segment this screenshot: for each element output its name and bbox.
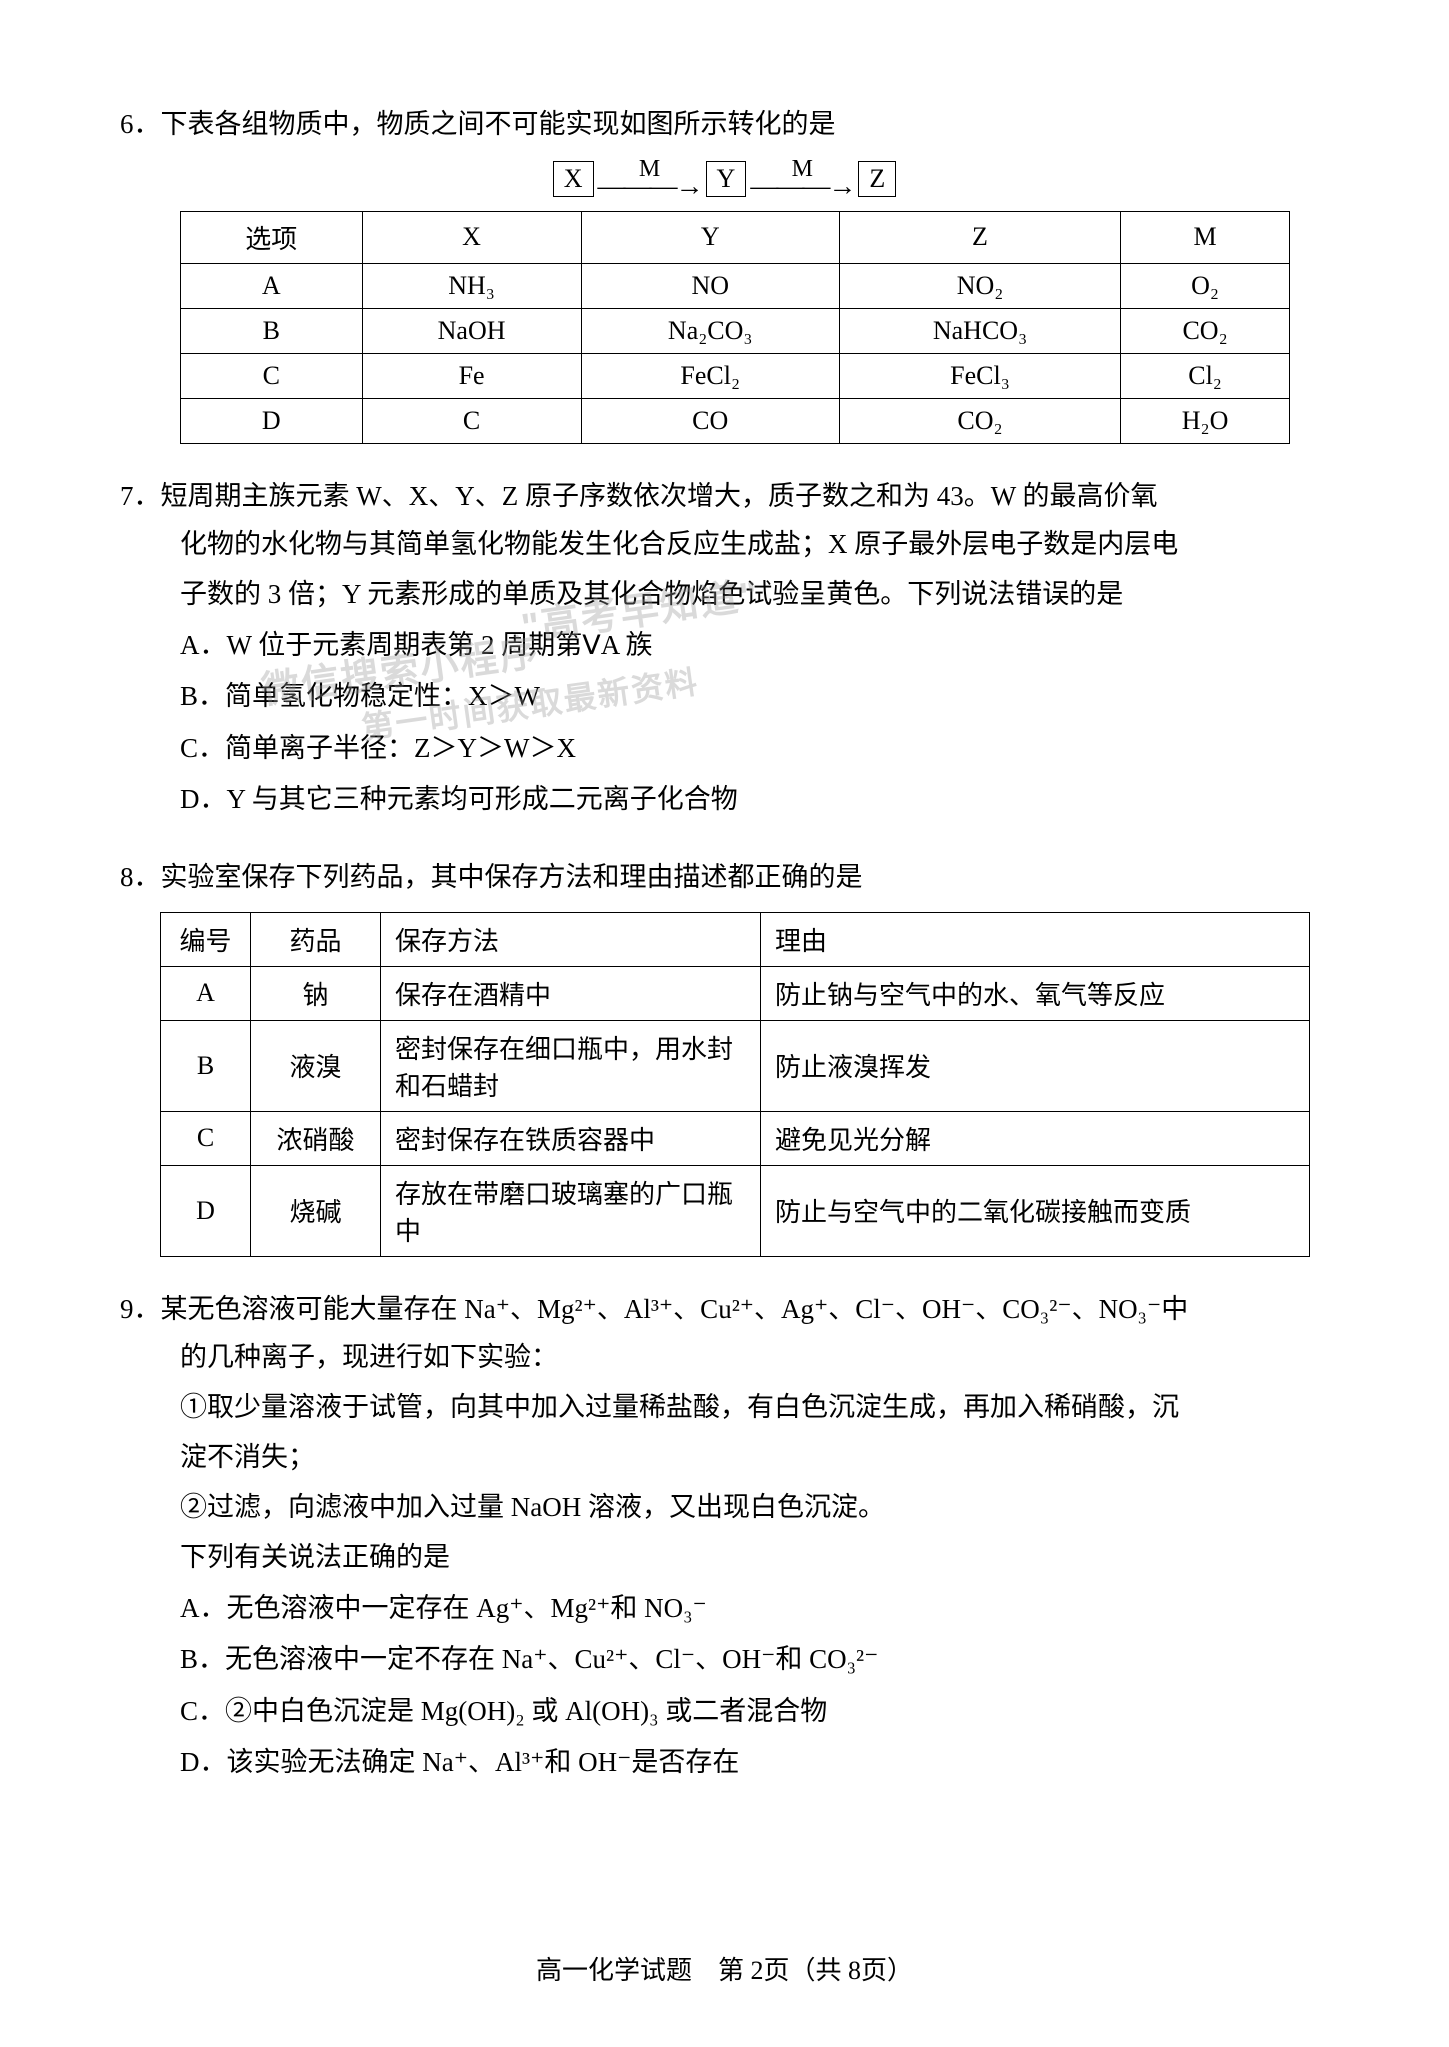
q8-b-num: B bbox=[161, 1020, 251, 1111]
q9-ask: 下列有关说法正确的是 bbox=[120, 1533, 1329, 1583]
q9-step2: ②过滤，向滤液中加入过量 NaOH 溶液，又出现白色沉淀。 bbox=[120, 1483, 1329, 1533]
q6-a-y: NO bbox=[581, 263, 839, 308]
q8-a-item: 钠 bbox=[251, 966, 381, 1020]
q6-c-opt: C bbox=[181, 353, 363, 398]
q6-b-x: NaOH bbox=[362, 308, 581, 353]
arrow-line-2: ———→ bbox=[750, 173, 854, 201]
q6-d-m: H₂O bbox=[1121, 398, 1290, 443]
q6-th-m: M bbox=[1121, 211, 1290, 263]
diagram-arrow-1: M ———→ bbox=[598, 157, 702, 201]
q6-d-y: CO bbox=[581, 398, 839, 443]
q8-d-item: 烧碱 bbox=[251, 1165, 381, 1256]
table-row: D 烧碱 存放在带磨口玻璃塞的广口瓶中 防止与空气中的二氧化碳接触而变质 bbox=[161, 1165, 1310, 1256]
page-footer: 高一化学试题 第 2页（共 8页） bbox=[0, 1950, 1449, 1987]
q6-a-opt: A bbox=[181, 263, 363, 308]
q6-b-y: Na₂CO₃ bbox=[581, 308, 839, 353]
table-row: 编号 药品 保存方法 理由 bbox=[161, 912, 1310, 966]
q6-b-z: NaHCO₃ bbox=[839, 308, 1120, 353]
q6-d-x: C bbox=[362, 398, 581, 443]
q7-stem-line1: 7．短周期主族元素 W、X、Y、Z 原子序数依次增大，质子数之和为 43。W 的… bbox=[120, 472, 1329, 521]
diagram-box-y: Y bbox=[706, 161, 747, 197]
q9-stem-line2: 的几种离子，现进行如下实验： bbox=[120, 1333, 1329, 1383]
table-row: C Fe FeCl₂ FeCl₃ Cl₂ bbox=[181, 353, 1290, 398]
q7-opt-a: A．W 位于元素周期表第 2 周期第ⅤA 族 bbox=[120, 620, 1329, 671]
q7-opt-b: B．简单氢化物稳定性：X＞W bbox=[120, 671, 1329, 722]
arrow-line-1: ———→ bbox=[598, 173, 702, 201]
question-9: 9．某无色溶液可能大量存在 Na⁺、Mg²⁺、Al³⁺、Cu²⁺、Ag⁺、Cl⁻… bbox=[120, 1285, 1329, 1788]
diagram-arrow-2: M ———→ bbox=[750, 157, 854, 201]
q7-stem-line2: 化物的水化物与其简单氢化物能发生化合反应生成盐；X 原子最外层电子数是内层电 bbox=[120, 520, 1329, 570]
q6-a-x: NH₃ bbox=[362, 263, 581, 308]
q8-b-method: 密封保存在细口瓶中，用水封和石蜡封 bbox=[381, 1020, 761, 1111]
q6-stem: 6．下表各组物质中，物质之间不可能实现如图所示转化的是 bbox=[120, 100, 1329, 149]
table-row: D C CO CO₂ H₂O bbox=[181, 398, 1290, 443]
diagram-box-z: Z bbox=[858, 161, 896, 197]
q8-table: 编号 药品 保存方法 理由 A 钠 保存在酒精中 防止钠与空气中的水、氧气等反应… bbox=[160, 912, 1310, 1257]
q8-a-reason: 防止钠与空气中的水、氧气等反应 bbox=[761, 966, 1310, 1020]
q6-diagram: X M ———→ Y M ———→ Z bbox=[120, 157, 1329, 201]
table-row: 选项 X Y Z M bbox=[181, 211, 1290, 263]
q6-a-m: O₂ bbox=[1121, 263, 1290, 308]
q9-opt-a: A．无色溶液中一定存在 Ag⁺、Mg²⁺和 NO₃⁻ bbox=[120, 1583, 1329, 1634]
question-7: 7．短周期主族元素 W、X、Y、Z 原子序数依次增大，质子数之和为 43。W 的… bbox=[120, 472, 1329, 826]
q9-opt-b: B．无色溶液中一定不存在 Na⁺、Cu²⁺、Cl⁻、OH⁻和 CO₃²⁻ bbox=[120, 1634, 1329, 1685]
q8-c-reason: 避免见光分解 bbox=[761, 1111, 1310, 1165]
question-8: 8．实验室保存下列药品，其中保存方法和理由描述都正确的是 编号 药品 保存方法 … bbox=[120, 853, 1329, 1257]
q9-step1b: 淀不消失； bbox=[120, 1433, 1329, 1483]
q8-b-reason: 防止液溴挥发 bbox=[761, 1020, 1310, 1111]
table-row: A 钠 保存在酒精中 防止钠与空气中的水、氧气等反应 bbox=[161, 966, 1310, 1020]
q6-b-m: CO₂ bbox=[1121, 308, 1290, 353]
q6-d-opt: D bbox=[181, 398, 363, 443]
q8-th-item: 药品 bbox=[251, 912, 381, 966]
q8-c-item: 浓硝酸 bbox=[251, 1111, 381, 1165]
table-row: B 液溴 密封保存在细口瓶中，用水封和石蜡封 防止液溴挥发 bbox=[161, 1020, 1310, 1111]
q9-opt-c: C．②中白色沉淀是 Mg(OH)₂ 或 Al(OH)₃ 或二者混合物 bbox=[120, 1686, 1329, 1737]
q6-th-x: X bbox=[362, 211, 581, 263]
q6-c-x: Fe bbox=[362, 353, 581, 398]
diagram-box-x: X bbox=[553, 161, 594, 197]
q8-a-num: A bbox=[161, 966, 251, 1020]
q6-table: 选项 X Y Z M A NH₃ NO NO₂ O₂ B NaOH Na₂CO₃… bbox=[180, 211, 1290, 444]
q8-stem: 8．实验室保存下列药品，其中保存方法和理由描述都正确的是 bbox=[120, 853, 1329, 902]
q8-c-num: C bbox=[161, 1111, 251, 1165]
q7-stem-line3: 子数的 3 倍；Y 元素形成的单质及其化合物焰色试验呈黄色。下列说法错误的是 bbox=[120, 570, 1329, 620]
q9-stem-line1: 9．某无色溶液可能大量存在 Na⁺、Mg²⁺、Al³⁺、Cu²⁺、Ag⁺、Cl⁻… bbox=[120, 1285, 1329, 1334]
q6-d-z: CO₂ bbox=[839, 398, 1120, 443]
q8-d-reason: 防止与空气中的二氧化碳接触而变质 bbox=[761, 1165, 1310, 1256]
q9-opt-d: D．该实验无法确定 Na⁺、Al³⁺和 OH⁻是否存在 bbox=[120, 1737, 1329, 1788]
q9-step1a: ①取少量溶液于试管，向其中加入过量稀盐酸，有白色沉淀生成，再加入稀硝酸，沉 bbox=[120, 1383, 1329, 1433]
q8-a-method: 保存在酒精中 bbox=[381, 966, 761, 1020]
q6-a-z: NO₂ bbox=[839, 263, 1120, 308]
q6-b-opt: B bbox=[181, 308, 363, 353]
q8-d-method: 存放在带磨口玻璃塞的广口瓶中 bbox=[381, 1165, 761, 1256]
q6-th-z: Z bbox=[839, 211, 1120, 263]
q8-th-reason: 理由 bbox=[761, 912, 1310, 966]
q8-d-num: D bbox=[161, 1165, 251, 1256]
table-row: B NaOH Na₂CO₃ NaHCO₃ CO₂ bbox=[181, 308, 1290, 353]
table-row: C 浓硝酸 密封保存在铁质容器中 避免见光分解 bbox=[161, 1111, 1310, 1165]
q7-opt-d: D．Y 与其它三种元素均可形成二元离子化合物 bbox=[120, 774, 1329, 825]
q8-b-item: 液溴 bbox=[251, 1020, 381, 1111]
q6-th-y: Y bbox=[581, 211, 839, 263]
q6-th-opt: 选项 bbox=[181, 211, 363, 263]
q7-opt-c: C．简单离子半径：Z＞Y＞W＞X bbox=[120, 723, 1329, 774]
question-6: 6．下表各组物质中，物质之间不可能实现如图所示转化的是 X M ———→ Y M… bbox=[120, 100, 1329, 444]
q6-c-m: Cl₂ bbox=[1121, 353, 1290, 398]
q8-th-method: 保存方法 bbox=[381, 912, 761, 966]
q6-c-z: FeCl₃ bbox=[839, 353, 1120, 398]
q8-th-num: 编号 bbox=[161, 912, 251, 966]
q8-c-method: 密封保存在铁质容器中 bbox=[381, 1111, 761, 1165]
q6-c-y: FeCl₂ bbox=[581, 353, 839, 398]
table-row: A NH₃ NO NO₂ O₂ bbox=[181, 263, 1290, 308]
